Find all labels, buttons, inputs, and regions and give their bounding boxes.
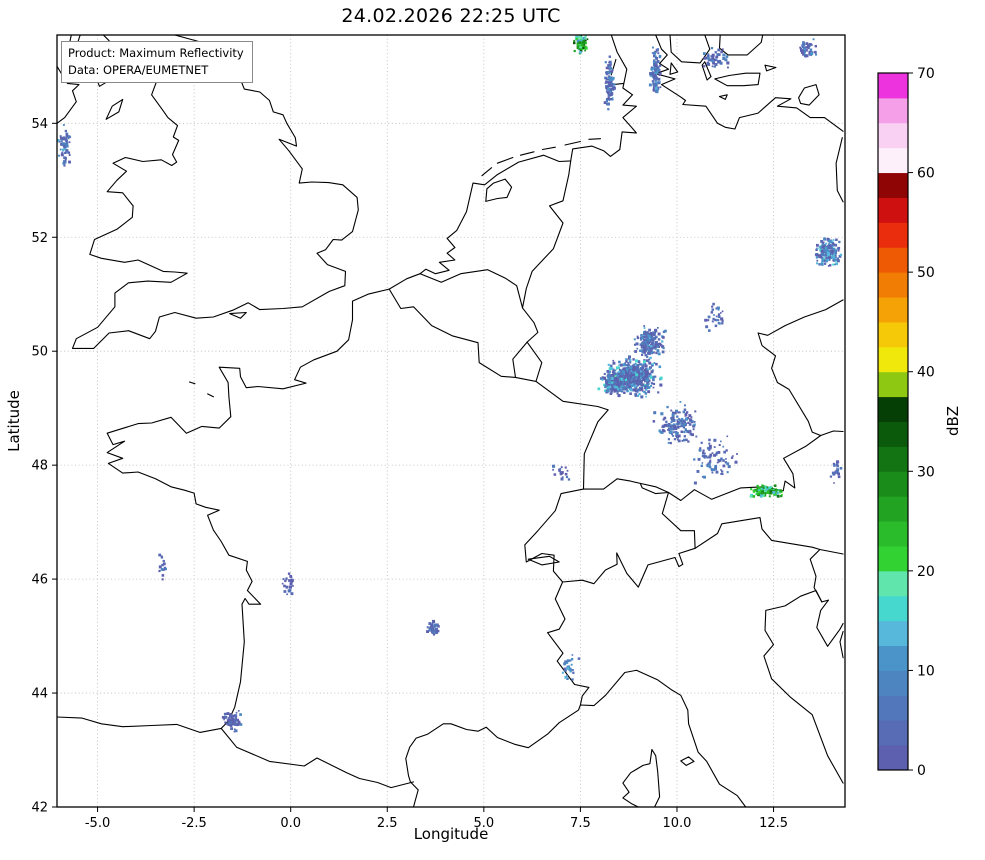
svg-text:10.0: 10.0 — [662, 816, 691, 831]
figure-title: 24.02.2026 22:25 UTC — [341, 5, 561, 27]
colorbar: 0 10 20 30 40 50 60 70 — [877, 66, 935, 779]
svg-text:12.5: 12.5 — [759, 816, 788, 831]
axis-ticks — [52, 122, 775, 812]
svg-text:-5.0: -5.0 — [85, 816, 110, 831]
svg-text:42: 42 — [31, 801, 48, 816]
product-line: Product: Maximum Reflectivity — [68, 46, 244, 60]
svg-text:0: 0 — [917, 763, 926, 779]
y-axis-label: Latitude — [5, 390, 23, 452]
product-annotation-box: Product: Maximum Reflectivity Data: OPER… — [61, 41, 253, 84]
svg-text:10: 10 — [917, 663, 935, 679]
svg-text:7.5: 7.5 — [570, 816, 591, 831]
svg-text:2.5: 2.5 — [377, 816, 398, 831]
svg-text:44: 44 — [31, 687, 48, 702]
svg-text:54: 54 — [31, 117, 48, 132]
svg-text:50: 50 — [917, 265, 935, 281]
axis-tick-labels: -5.0 -2.5 0.0 2.5 5.0 7.5 10.0 12.5 42 44 46 48 50 52… — [31, 117, 788, 831]
svg-text:60: 60 — [917, 166, 935, 182]
svg-text:0.0: 0.0 — [280, 816, 301, 831]
coastlines-and-borders — [57, 35, 844, 807]
svg-text:50: 50 — [31, 345, 48, 360]
plot-frame — [56, 34, 846, 808]
svg-text:48: 48 — [31, 459, 48, 474]
svg-text:-2.5: -2.5 — [181, 816, 206, 831]
radar-echoes — [57, 35, 843, 733]
x-axis-label: Longitude — [413, 825, 489, 843]
svg-text:52: 52 — [31, 231, 48, 246]
colorbar-label: dBZ — [944, 405, 962, 437]
svg-text:46: 46 — [31, 573, 48, 588]
svg-text:5.0: 5.0 — [473, 816, 494, 831]
svg-text:20: 20 — [917, 564, 935, 580]
svg-text:30: 30 — [917, 464, 935, 480]
svg-text:40: 40 — [917, 365, 935, 381]
data-source-line: Data: OPERA/EUMETNET — [68, 62, 209, 77]
svg-text:70: 70 — [917, 66, 935, 82]
